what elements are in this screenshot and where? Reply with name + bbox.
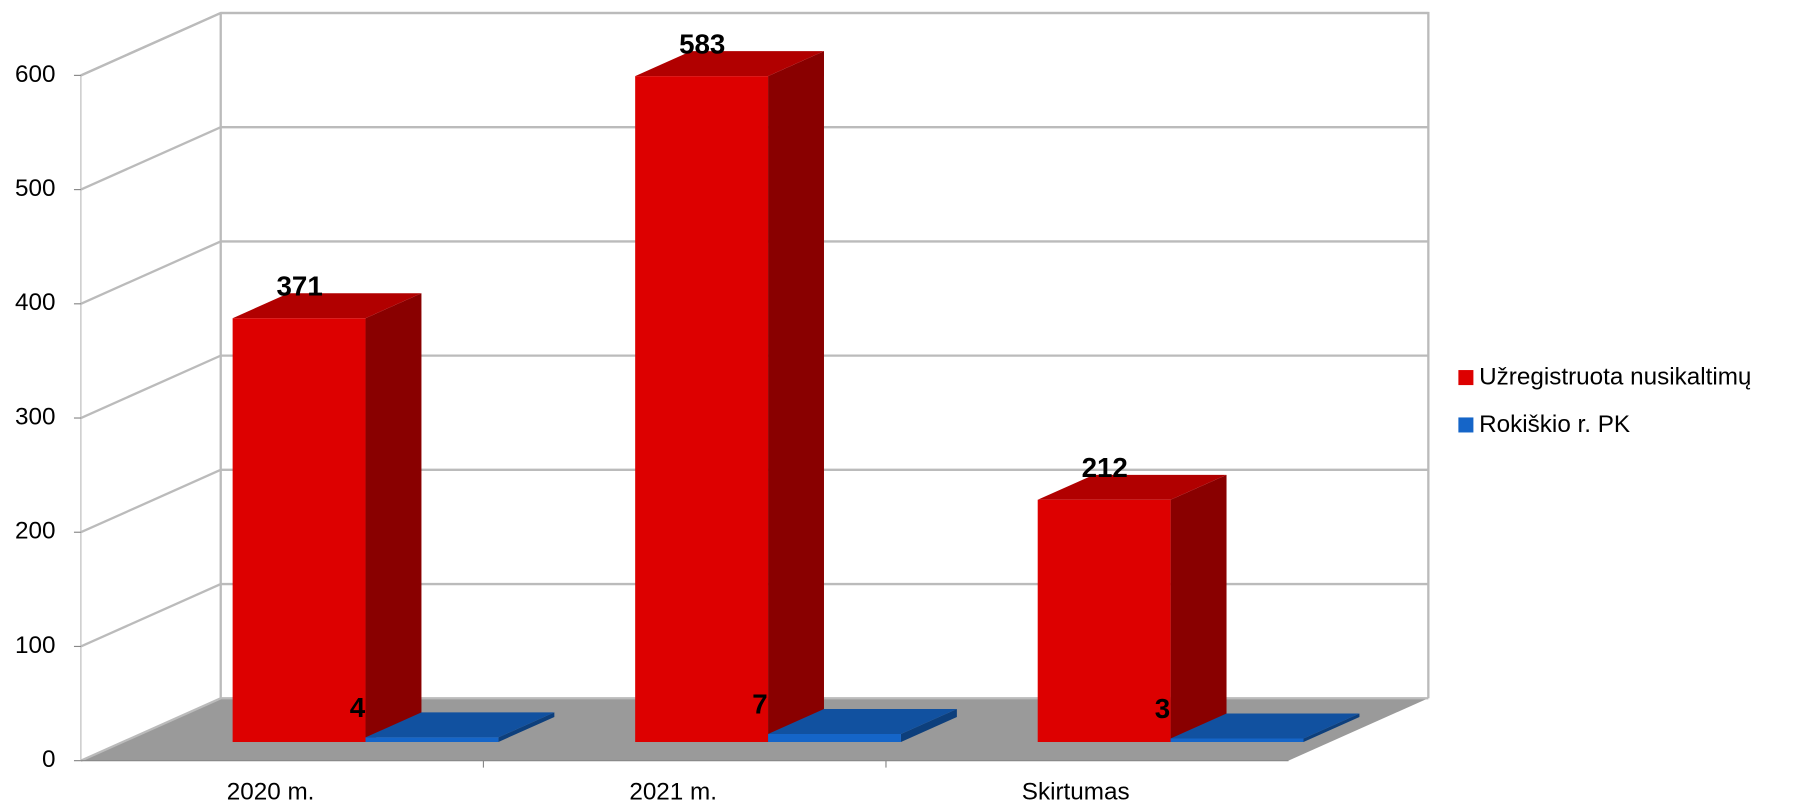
y-tick-label: 100 — [15, 632, 55, 659]
y-tick-label: 600 — [15, 61, 55, 88]
bar — [1037, 499, 1171, 742]
grid-line — [80, 582, 1429, 648]
bar — [768, 733, 901, 742]
y-tick-label: 500 — [15, 175, 55, 202]
y-tick-label: 200 — [15, 518, 55, 545]
grid-line — [80, 11, 1429, 77]
bar — [635, 76, 769, 742]
x-tick-label: 2020 m. — [227, 778, 315, 805]
bar — [365, 737, 499, 742]
x-tick-label: Skirtumas — [1022, 778, 1130, 805]
bar-top — [1170, 713, 1360, 739]
bar-side — [1303, 713, 1360, 742]
grid-line — [80, 240, 1429, 305]
value-label: 7 — [752, 689, 767, 720]
legend-label: Užregistruota nusikaltimų — [1479, 364, 1751, 391]
grid-line — [80, 697, 1429, 762]
legend-swatch — [1458, 370, 1474, 386]
grid-line — [80, 126, 1429, 191]
y-tick-label: 400 — [15, 289, 55, 316]
grid-line — [80, 354, 1429, 420]
bar-side — [498, 712, 555, 742]
bar-top — [768, 708, 957, 734]
value-label: 212 — [1082, 452, 1128, 483]
bar-top — [1037, 474, 1227, 500]
value-label: 371 — [277, 270, 323, 301]
legend-label: Rokiškio r. PK — [1479, 411, 1630, 438]
grid-line — [80, 468, 1429, 534]
bar-top — [365, 712, 555, 738]
bar-side — [365, 293, 422, 742]
x-tick-label: 2021 m. — [629, 778, 717, 805]
bar-top — [232, 293, 422, 319]
legend-swatch — [1458, 417, 1474, 433]
bar-top — [635, 51, 824, 77]
value-label: 583 — [679, 28, 725, 59]
bar — [1170, 738, 1304, 742]
value-label: 4 — [350, 692, 366, 723]
bar-side — [1170, 474, 1227, 742]
value-label: 3 — [1155, 693, 1170, 724]
y-tick-label: 300 — [15, 403, 55, 430]
y-tick-label: 0 — [42, 746, 56, 773]
bar — [232, 318, 366, 742]
bar-side — [768, 51, 824, 742]
bar-side — [900, 708, 957, 742]
